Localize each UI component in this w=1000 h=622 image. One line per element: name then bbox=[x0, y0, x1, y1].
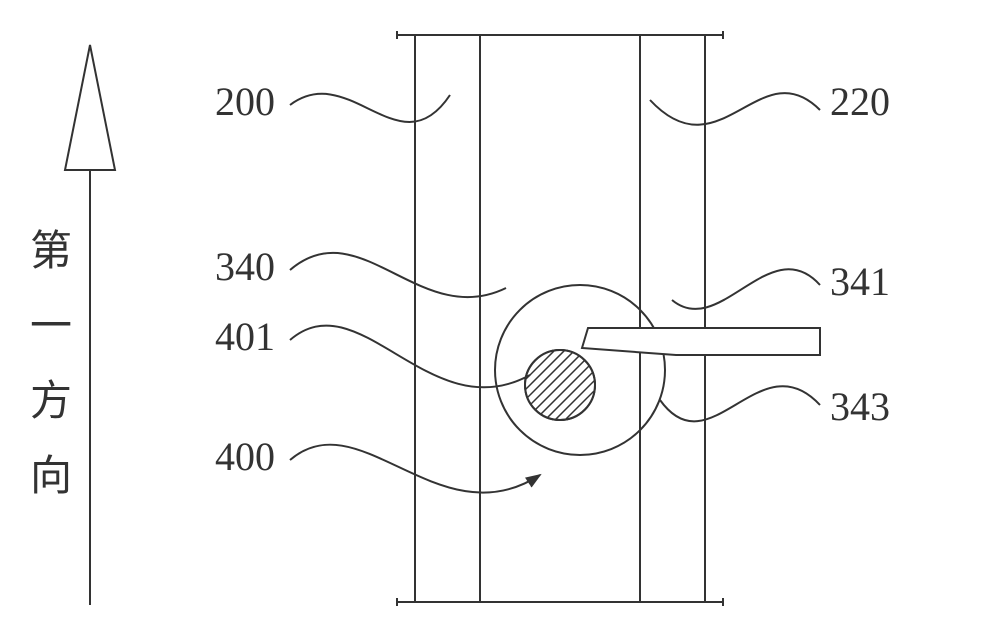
leader-340 bbox=[290, 253, 506, 297]
direction-label-char: 第 bbox=[30, 229, 72, 275]
label-400: 400 bbox=[215, 434, 275, 479]
label-340: 340 bbox=[215, 244, 275, 289]
label-200: 200 bbox=[215, 79, 275, 124]
diagram-canvas: 第一方向 200 220 340 401 400 341 343 bbox=[0, 0, 1000, 622]
direction-label-char: 向 bbox=[30, 454, 72, 500]
leader-200 bbox=[290, 94, 450, 122]
direction-arrow-head bbox=[65, 45, 115, 170]
lever-bar-341 bbox=[582, 328, 820, 355]
leader-341 bbox=[672, 269, 820, 309]
direction-label-char: 方 bbox=[30, 379, 72, 425]
direction-label-char: 一 bbox=[30, 304, 72, 350]
label-401: 401 bbox=[215, 314, 275, 359]
leader-220 bbox=[650, 93, 820, 125]
label-220: 220 bbox=[830, 79, 890, 124]
leader-343 bbox=[660, 386, 820, 421]
label-341: 341 bbox=[830, 259, 890, 304]
leader-401 bbox=[290, 326, 530, 388]
label-343: 343 bbox=[830, 384, 890, 429]
